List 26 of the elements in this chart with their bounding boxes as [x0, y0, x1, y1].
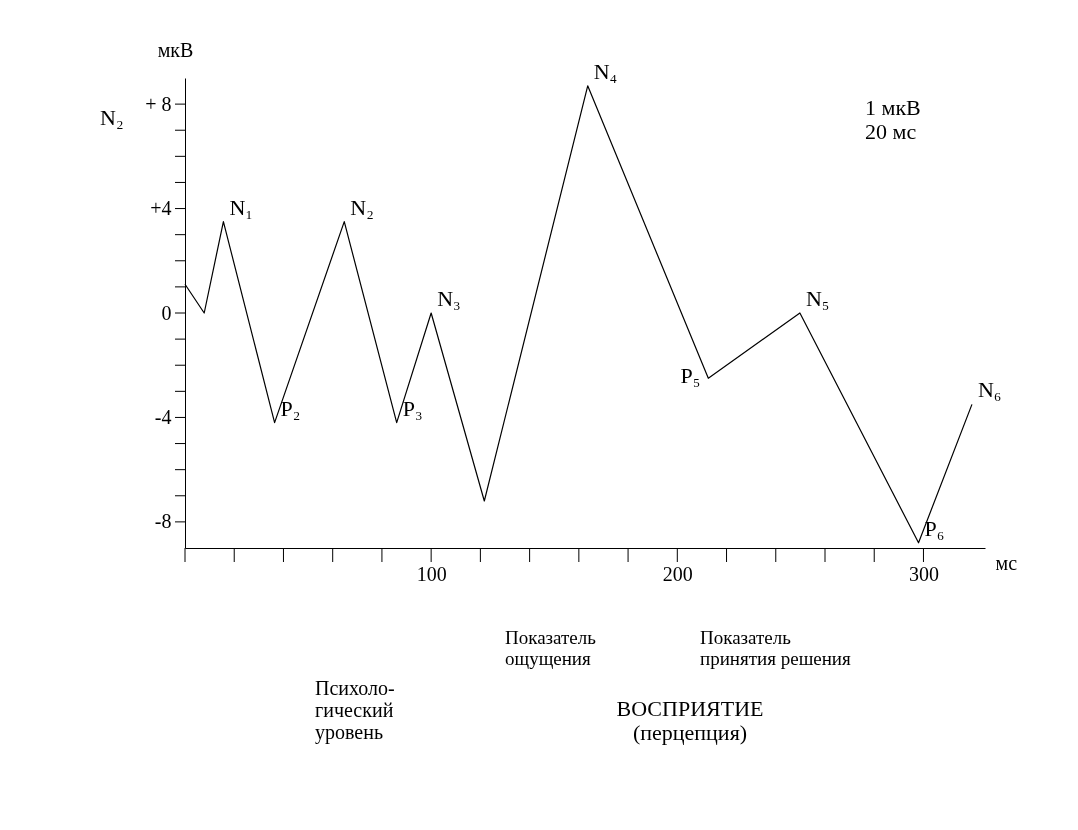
annotation: N₂	[350, 194, 374, 220]
x-axis-title: мс	[995, 551, 1018, 574]
annotation: P₆	[924, 515, 945, 541]
annotation: N₄	[593, 58, 618, 84]
y-tick-label: + 8	[145, 92, 172, 115]
y-tick-label: -8	[154, 510, 172, 533]
annotation: N₅	[805, 286, 830, 311]
text: N₂	[100, 105, 124, 130]
annotation: P₃	[402, 395, 423, 421]
annotation: N₆	[977, 377, 1002, 403]
y-axis-title: мкВ	[157, 38, 194, 61]
text: Показатель принятия решения	[700, 627, 852, 669]
x-tick-label: 300	[908, 562, 939, 585]
annotation: P₅	[680, 363, 701, 389]
annotation: N₁	[229, 194, 253, 220]
text: Показатель ощущения	[505, 627, 597, 669]
text: ВОСПРИЯТИЕ (перцепция)	[616, 696, 764, 745]
y-tick-label: +4	[150, 197, 172, 220]
text: Психоло- гический уровень	[315, 677, 395, 744]
y-tick-label: -4	[154, 405, 172, 428]
annotation: 1 мкВ 20 мс	[865, 95, 921, 144]
annotation: P₂	[280, 395, 301, 421]
x-tick-label: 200	[662, 562, 693, 585]
x-tick-label: 100	[416, 562, 447, 585]
y-tick-label: 0	[161, 301, 172, 324]
annotation: N₃	[437, 286, 461, 311]
